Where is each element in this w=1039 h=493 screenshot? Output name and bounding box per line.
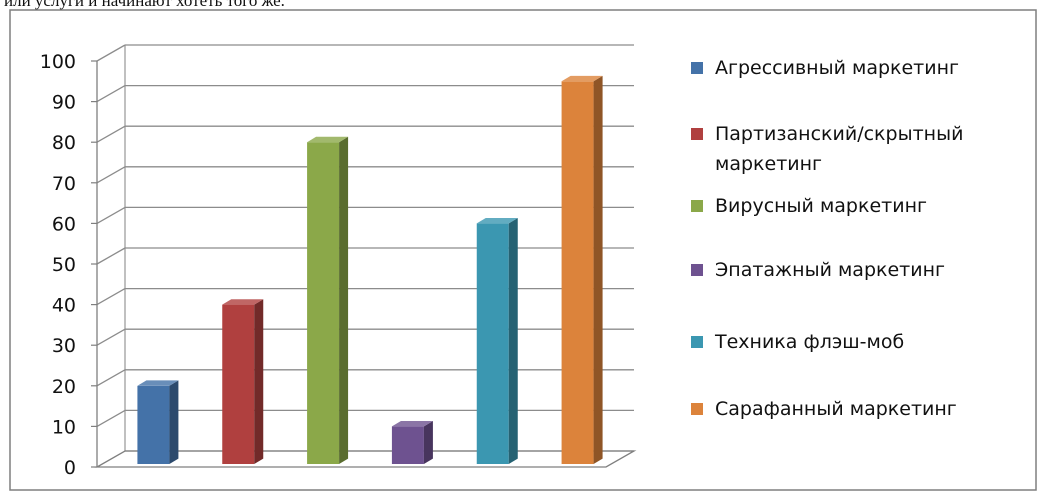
gridline-wall	[96, 85, 126, 103]
bar-side	[254, 299, 264, 464]
y-tick-label: 70	[52, 173, 76, 195]
gridline-wall	[96, 206, 126, 224]
chart-floor	[94, 450, 637, 468]
bar-front	[137, 385, 170, 464]
bar-top	[137, 380, 179, 386]
y-tick-label: 30	[52, 335, 76, 357]
y-tick-label: 10	[52, 416, 76, 438]
bar-top	[222, 299, 264, 305]
y-tick-label: 100	[40, 51, 76, 73]
clipped-header-text: или услуги и начинают хотеть того же.	[4, 0, 285, 10]
bar-front	[391, 426, 424, 464]
legend-label: Эпатажный маркетинг	[715, 259, 945, 281]
bar-group	[561, 75, 603, 465]
bar-group	[391, 421, 433, 464]
bar-group	[137, 380, 179, 464]
y-tick-label: 0	[64, 457, 76, 479]
y-tick-label: 80	[52, 132, 76, 154]
bar-top	[307, 136, 349, 143]
bar-group	[476, 218, 518, 464]
gridline-wall	[96, 125, 126, 143]
bar-side	[169, 380, 179, 464]
y-tick-label: 90	[52, 92, 76, 114]
legend-swatch	[691, 128, 703, 140]
gridline-wall	[96, 288, 126, 306]
legend-swatch	[691, 62, 703, 74]
gridline-wall	[96, 369, 126, 387]
y-tick-labels: 0 10 20 30 40 50 60 70 80 90 100	[40, 51, 76, 479]
gridline-wall	[96, 44, 126, 62]
y-tick-label: 60	[52, 213, 76, 235]
bar-top	[561, 75, 603, 82]
bar-side	[593, 75, 603, 465]
legend-swatch	[691, 403, 703, 415]
gridline-wall	[96, 166, 126, 184]
bar-top	[476, 218, 518, 224]
bar-side	[508, 218, 518, 464]
chart-border	[9, 9, 1037, 491]
legend-label: Партизанский/скрытный маркетинг	[715, 123, 963, 175]
bars	[137, 75, 603, 465]
gridline-wall	[96, 247, 126, 265]
bar-group	[307, 136, 349, 465]
gridline-wall	[96, 409, 126, 427]
legend-label: Сарафанный маркетинг	[715, 398, 957, 420]
bar-front	[222, 304, 255, 464]
bar-front	[307, 142, 340, 464]
gridline-wall	[96, 328, 126, 346]
legend-swatch	[691, 336, 703, 348]
legend: Агрессивный маркетинг Партизанский/скрытн…	[691, 57, 963, 420]
bar-top	[391, 421, 433, 427]
legend-label: Вирусный маркетинг	[715, 195, 927, 217]
bar-side	[339, 136, 349, 465]
legend-swatch	[691, 264, 703, 276]
bar-front	[561, 81, 594, 465]
y-tick-label: 40	[52, 295, 76, 317]
y-tick-label: 50	[52, 254, 76, 276]
legend-label: Техника флэш-моб	[714, 331, 904, 353]
bar-side	[423, 421, 433, 464]
axes	[91, 45, 637, 468]
y-tick-label: 20	[52, 376, 76, 398]
gridlines	[96, 44, 634, 452]
bar-front	[476, 223, 509, 464]
legend-swatch	[691, 200, 703, 212]
bar-group	[222, 299, 264, 464]
legend-label: Агрессивный маркетинг	[715, 57, 959, 79]
